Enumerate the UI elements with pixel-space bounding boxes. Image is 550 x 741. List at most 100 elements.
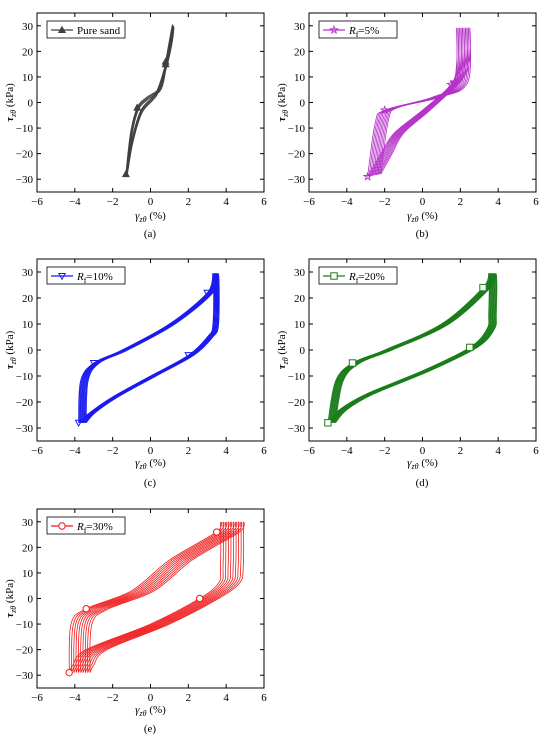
x-axis-label: γzθ (%)	[407, 210, 438, 224]
y-tick-label: 10	[22, 319, 34, 331]
x-tick-label: −6	[303, 445, 315, 457]
x-tick-label: −6	[31, 445, 43, 457]
data-marker	[65, 668, 73, 677]
series-line	[335, 273, 498, 424]
y-tick-label: −20	[16, 645, 34, 657]
x-tick-label: 0	[420, 196, 426, 208]
y-tick-label: 10	[294, 319, 306, 331]
y-tick-label: −10	[16, 123, 34, 135]
plot-frame	[36, 508, 265, 689]
y-tick-label: −10	[288, 371, 306, 383]
x-tick-label: 6	[533, 196, 539, 208]
x-tick-label: 0	[148, 445, 154, 457]
series-line	[71, 521, 225, 673]
data-marker	[362, 171, 373, 181]
y-tick-label: 30	[22, 267, 34, 279]
data-marker	[479, 283, 487, 292]
x-tick-label: 2	[186, 692, 192, 704]
y-tick-label: 20	[294, 293, 306, 305]
data-marker	[329, 24, 339, 35]
plot-frame	[36, 258, 265, 442]
series-line	[79, 273, 216, 424]
x-tick-label: −6	[31, 692, 43, 704]
x-tick-label: 2	[458, 445, 464, 457]
y-tick-label: −10	[288, 123, 306, 135]
series-line	[82, 521, 238, 673]
x-tick-label: 4	[495, 445, 501, 457]
x-tick-label: −6	[303, 196, 315, 208]
data-marker	[58, 522, 66, 530]
data-marker	[195, 594, 204, 603]
y-tick-label: −20	[288, 397, 306, 409]
legend: Rf=30%	[46, 516, 126, 535]
y-tick-label: 0	[28, 594, 34, 606]
x-tick-label: 6	[261, 692, 267, 704]
panel-caption: (d)	[416, 477, 429, 489]
x-tick-label: −2	[379, 196, 391, 208]
legend-box	[318, 266, 398, 285]
series-line	[328, 273, 491, 424]
y-tick-label: 0	[28, 98, 34, 110]
data-marker	[57, 25, 67, 34]
x-tick-label: 4	[495, 196, 501, 208]
y-tick-label: 0	[28, 345, 34, 357]
y-tick-label: −20	[16, 397, 34, 409]
series-line	[73, 521, 228, 673]
y-tick-label: 30	[22, 21, 34, 33]
x-axis-label: γzθ (%)	[407, 457, 438, 471]
y-tick-label: −30	[288, 423, 306, 435]
y-axis-label: τzθ (kPa)	[4, 579, 18, 618]
series-line	[77, 521, 233, 673]
x-tick-label: −2	[379, 445, 391, 457]
series-line	[85, 273, 220, 424]
y-axis-label: τzθ (kPa)	[4, 330, 18, 369]
data-marker	[203, 289, 212, 298]
x-tick-label: −2	[107, 692, 119, 704]
plot-area	[65, 521, 245, 677]
panel-caption: (b)	[416, 228, 429, 240]
series-line	[78, 273, 215, 424]
series-line	[84, 521, 240, 673]
data-marker	[213, 528, 221, 536]
x-tick-label: 6	[533, 445, 539, 457]
x-tick-label: −2	[107, 196, 119, 208]
series-line	[68, 521, 222, 673]
y-tick-label: −30	[16, 670, 34, 682]
y-tick-label: −30	[288, 174, 306, 186]
y-axis-label: τzθ (kPa)	[4, 83, 18, 122]
x-tick-label: −4	[69, 445, 81, 457]
legend-label: Rf=5%	[348, 25, 379, 39]
data-marker	[184, 352, 193, 360]
plot-area	[362, 27, 472, 181]
y-tick-label: 30	[294, 267, 306, 279]
series-line	[87, 521, 243, 673]
panel-caption: (a)	[144, 228, 157, 240]
legend-label: Rf=10%	[76, 271, 113, 285]
x-tick-label: 2	[186, 196, 192, 208]
x-axis-label: γzθ (%)	[135, 210, 166, 224]
series-line	[75, 521, 230, 673]
panel-caption: (e)	[144, 723, 157, 735]
series-line	[89, 521, 245, 673]
x-tick-label: 0	[420, 445, 426, 457]
x-axis-label: γzθ (%)	[135, 704, 166, 718]
data-marker	[379, 104, 390, 115]
x-tick-label: 6	[261, 196, 267, 208]
x-tick-label: 6	[261, 445, 267, 457]
plot-area	[324, 273, 498, 427]
y-tick-label: 30	[294, 21, 306, 33]
data-marker	[57, 272, 67, 281]
y-tick-label: 10	[22, 72, 34, 84]
data-marker	[466, 343, 474, 352]
legend: Pure sand	[46, 20, 126, 39]
data-marker	[324, 419, 332, 427]
series-line	[81, 273, 217, 424]
data-marker	[89, 359, 98, 368]
y-tick-label: 10	[22, 568, 34, 580]
y-tick-label: −20	[16, 149, 34, 161]
y-tick-label: 20	[22, 293, 34, 305]
series-line	[80, 273, 216, 424]
